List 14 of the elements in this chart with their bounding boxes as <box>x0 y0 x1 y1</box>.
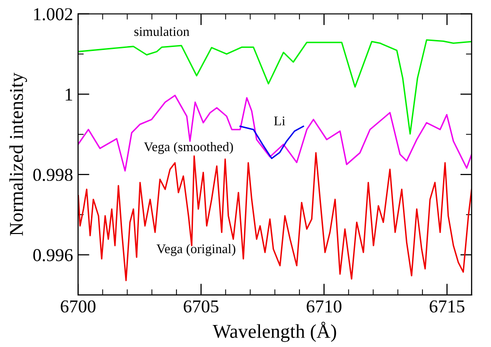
x-tick-label: 6715 <box>430 300 464 313</box>
series-label: Vega (smoothed) <box>144 142 233 154</box>
series-label: Vega (original) <box>156 244 236 256</box>
x-tick-label: 6700 <box>60 300 96 313</box>
x-axis-title: Wavelength (Å) <box>212 322 336 342</box>
x-tick-label: 6710 <box>306 300 342 313</box>
y-tick-label: 0.996 <box>33 249 73 262</box>
series-label: simulation <box>134 26 190 36</box>
y-axis-title: Normalized intensity <box>9 72 28 236</box>
x-tick-label: 6705 <box>184 300 218 313</box>
series-label: Li <box>274 116 286 126</box>
y-tick-label: 1 <box>66 88 72 100</box>
y-tick-label: 1.002 <box>34 8 72 20</box>
y-tick-label: 0.998 <box>33 168 73 182</box>
